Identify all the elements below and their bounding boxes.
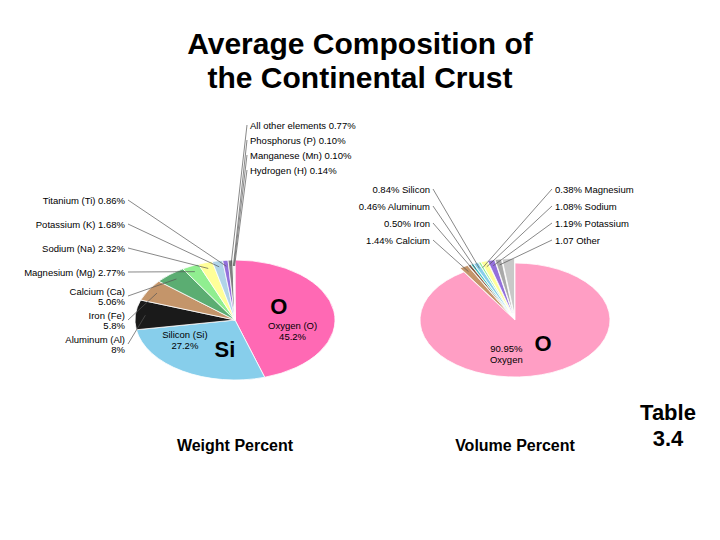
pie (135, 260, 335, 380)
slice-label: Sodium (Na) 2.32% (42, 243, 125, 254)
text-line: 45.2% (279, 330, 306, 341)
leader-line (433, 206, 476, 269)
slice-label: Calcium (Ca)5.06% (70, 285, 126, 307)
text-line: Table (640, 400, 696, 425)
text-line: Magnesium (Mg) 2.77% (24, 267, 125, 278)
slice-label: 1.08% Sodium (555, 201, 617, 212)
leader-line (128, 271, 195, 272)
text-line: 5.06% (98, 296, 125, 307)
slice-label: 1.19% Potassium (555, 218, 629, 229)
leader-line (433, 223, 473, 270)
annotation: Table3.4 (640, 400, 696, 450)
slice-label: 1.07 Other (555, 235, 600, 246)
text-line: Calcium (Ca) (70, 285, 125, 296)
text-line: O (270, 293, 287, 318)
slice-label: 1.44% Calcium (366, 235, 430, 246)
text-line: 1.07 Other (555, 235, 600, 246)
leader-line (493, 223, 552, 266)
text-line: 5.8% (103, 320, 125, 331)
pie-slice (228, 260, 235, 320)
leader-line (128, 248, 208, 268)
leader-line (231, 125, 247, 266)
pie-slice (136, 320, 264, 380)
slice-label: Potassium (K) 1.68% (36, 219, 126, 230)
leader-line (128, 293, 157, 320)
pie-slice (234, 260, 236, 320)
text-line: 0.84% Silicon (372, 184, 430, 195)
text-line: 1.44% Calcium (366, 235, 430, 246)
text-line: Iron (Fe) (89, 309, 125, 320)
pie (420, 258, 610, 377)
pie-label: Volume Percent (455, 437, 575, 454)
text-line: 0.38% Magnesium (555, 184, 634, 195)
slice-label: 0.84% Silicon (372, 184, 430, 195)
slice-annotation: O (270, 293, 287, 318)
leader-line (487, 206, 552, 267)
text-line: Manganese (Mn) 0.10% (250, 150, 352, 161)
text-line: Silicon (Si) (162, 329, 207, 340)
text-line: 0.46% Aluminum (359, 201, 430, 212)
slice-label: Magnesium (Mg) 2.77% (24, 267, 125, 278)
leader-line (234, 155, 247, 266)
pie-slice (495, 259, 514, 316)
text-line: Weight Percent (177, 437, 294, 454)
slice-label: 0.38% Magnesium (555, 184, 634, 195)
leader-line (500, 240, 552, 265)
slice-annotation: O (535, 330, 552, 355)
text-line: 27.2% (171, 340, 198, 351)
text-line: Hydrogen (H) 0.14% (250, 165, 337, 176)
text-line: 0.50% Iron (384, 218, 430, 229)
pie-slice (233, 260, 235, 320)
pie-slice (212, 260, 235, 320)
text-line: Titanium (Ti) 0.86% (43, 195, 126, 206)
text-line: Aluminum (Al) (65, 333, 125, 344)
leader-line (233, 140, 247, 266)
leader-line (433, 189, 479, 268)
slice-label: Titanium (Ti) 0.86% (43, 195, 126, 206)
text-line: Oxygen (O) (268, 319, 317, 330)
text-line: Average Composition of (187, 26, 534, 59)
pie-slice (502, 258, 514, 315)
text-line: All other elements 0.77% (250, 120, 356, 131)
pie-slice (223, 260, 235, 320)
slice-label: Manganese (Mn) 0.10% (250, 150, 352, 161)
chart: Average Composition ofthe Continental Cr… (0, 0, 720, 540)
text-line: Phosphorus (P) 0.10% (250, 135, 346, 146)
text-line: Sodium (Na) 2.32% (42, 243, 125, 254)
slice-label: Oxygen (O)45.2% (268, 319, 317, 341)
slice-label: 90.95%Oxygen (490, 343, 523, 365)
slice-annotation: Si (214, 337, 235, 362)
slice-label: Aluminum (Al)8% (65, 333, 125, 355)
text-line: Oxygen (490, 354, 523, 365)
slice-label: Hydrogen (H) 0.14% (250, 165, 337, 176)
leader-line (235, 170, 247, 266)
slice-label: Silicon (Si)27.2% (162, 329, 207, 351)
text-line: 1.08% Sodium (555, 201, 617, 212)
text-line: 1.19% Potassium (555, 218, 629, 229)
slice-label: 0.46% Aluminum (359, 201, 430, 212)
title: Average Composition ofthe Continental Cr… (187, 26, 534, 94)
text-line: the Continental Crust (208, 61, 513, 94)
slice-label: All other elements 0.77% (250, 120, 356, 131)
text-line: Volume Percent (455, 437, 575, 454)
leader-line (483, 189, 552, 268)
slice-label: 0.50% Iron (384, 218, 430, 229)
slice-label: Iron (Fe)5.8% (89, 309, 126, 331)
leader-line (128, 279, 176, 296)
pie-label: Weight Percent (177, 437, 294, 454)
pie-slice (233, 260, 235, 320)
leader-line (433, 240, 468, 272)
pie-slice (420, 263, 610, 377)
leader-line (128, 315, 145, 344)
text-line: 8% (111, 344, 125, 355)
text-line: Potassium (K) 1.68% (36, 219, 126, 230)
leader-line (128, 200, 226, 266)
text-line: Si (214, 337, 235, 362)
slice-label: Phosphorus (P) 0.10% (250, 135, 346, 146)
text-line: 3.4 (653, 425, 684, 450)
text-line: O (535, 330, 552, 355)
text-line: 90.95% (490, 343, 523, 354)
